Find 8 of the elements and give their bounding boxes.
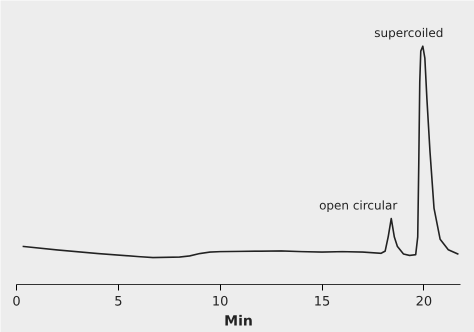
x-tick-label: 20 [416, 294, 432, 310]
x-axis-title: Min [224, 314, 253, 330]
x-tick-label: 0 [12, 294, 21, 310]
annotation: open circular [319, 198, 398, 212]
annotation: supercoiled [374, 26, 444, 40]
x-tick-label: 5 [114, 294, 122, 310]
x-tick-label: 10 [212, 294, 228, 310]
x-tick-label: 15 [314, 294, 330, 310]
